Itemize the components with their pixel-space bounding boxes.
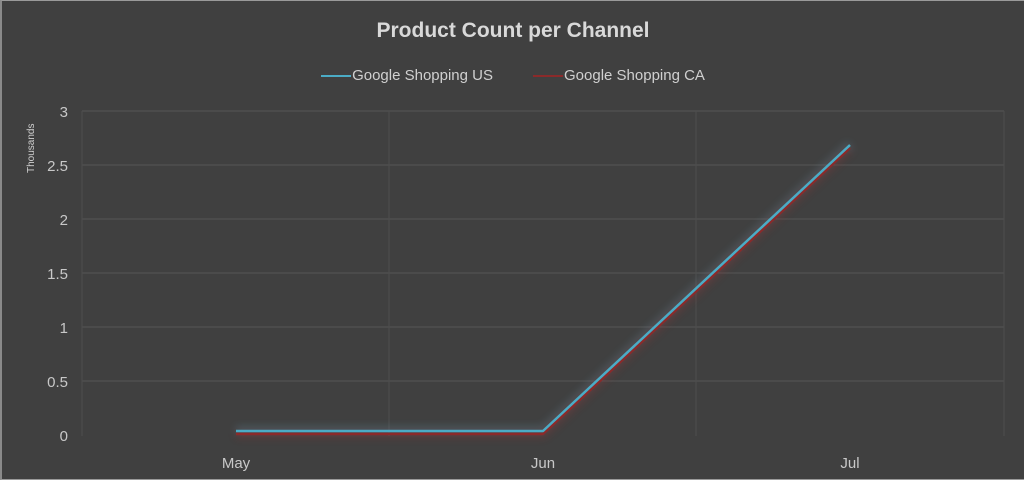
y-tick: 2 xyxy=(60,212,68,229)
series-line-ca[interactable] xyxy=(236,147,851,436)
y-tick: 0.5 xyxy=(47,374,68,391)
x-axis-ticks: May Jun Jul xyxy=(222,455,860,472)
y-tick: 1.5 xyxy=(47,266,68,283)
gridlines xyxy=(81,110,1005,436)
y-axis-ticks: 0 0.5 1 1.5 2 2.5 3 xyxy=(47,104,68,445)
y-tick: 0 xyxy=(60,428,68,445)
legend-label-ca: Google Shopping CA xyxy=(564,67,705,84)
y-tick: 2.5 xyxy=(47,158,68,175)
legend-item-us[interactable]: Google Shopping US xyxy=(321,67,493,84)
series-line-us[interactable] xyxy=(236,144,851,433)
x-tick: Jun xyxy=(531,455,555,472)
series-glow xyxy=(236,142,853,438)
legend-item-ca[interactable]: Google Shopping CA xyxy=(533,67,705,84)
chart-title: Product Count per Channel xyxy=(376,19,650,42)
x-tick: Jul xyxy=(840,455,859,472)
legend: Google Shopping US Google Shopping CA xyxy=(2,67,1024,84)
legend-swatch-ca-icon xyxy=(533,74,563,77)
y-tick: 1 xyxy=(60,320,68,337)
x-tick: May xyxy=(222,455,251,472)
y-tick: 3 xyxy=(60,104,68,121)
legend-label-us: Google Shopping US xyxy=(352,67,493,84)
legend-swatch-us-icon xyxy=(321,74,352,77)
